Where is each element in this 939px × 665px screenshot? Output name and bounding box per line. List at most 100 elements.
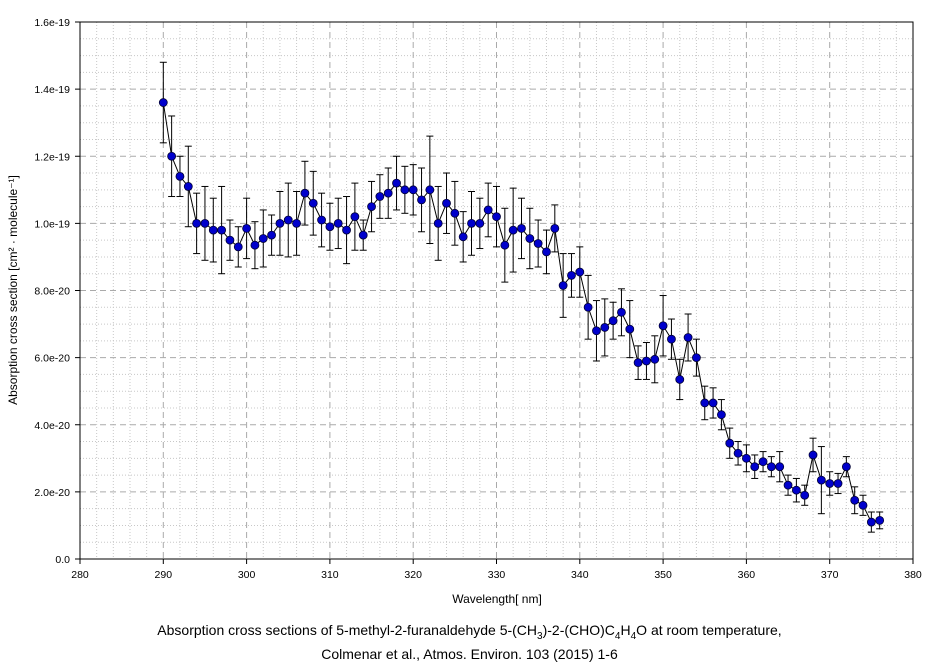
data-point (592, 326, 601, 336)
caption-line1-mid: )-2-(CHO)C (542, 622, 615, 638)
data-point (800, 490, 810, 500)
data-point (308, 198, 318, 208)
data-point (458, 232, 468, 242)
data-point (267, 230, 276, 240)
data-markers (158, 98, 885, 527)
data-point (283, 215, 293, 225)
y-tick-label: 8.0e-20 (34, 286, 70, 298)
data-point (358, 230, 368, 240)
data-point (258, 234, 268, 243)
data-point (683, 333, 693, 342)
caption-line1-suffix: O at room temperature, (636, 622, 782, 638)
x-tick-label: 330 (488, 569, 506, 581)
data-point (492, 212, 501, 222)
y-tick-label: 1.6e-19 (34, 17, 70, 29)
data-point (500, 240, 510, 250)
data-point (658, 321, 668, 331)
y-tick-label: 1.4e-19 (34, 84, 70, 96)
caption-line1-prefix: Absorption cross sections of 5-methyl-2-… (157, 622, 538, 638)
data-point (425, 185, 435, 195)
y-tick-label: 1.0e-19 (34, 218, 70, 230)
data-point (775, 462, 785, 472)
data-point (417, 195, 426, 205)
data-point (642, 356, 651, 366)
x-tick-label: 380 (904, 569, 922, 581)
x-axis: 280 290 300 310 320 330 340 350 360 370 380 (71, 559, 922, 581)
y-tick-label: 1.2e-19 (34, 151, 70, 163)
data-point (175, 171, 185, 181)
data-point (525, 234, 535, 243)
data-point (200, 218, 210, 228)
data-point (625, 324, 635, 334)
data-point (608, 316, 618, 326)
data-point (708, 398, 718, 408)
data-point (667, 334, 676, 344)
data-point (766, 462, 776, 472)
data-point (600, 323, 610, 332)
x-axis-title: Wavelength[ nm] (452, 592, 542, 606)
data-point (383, 188, 393, 198)
data-point (225, 235, 235, 245)
data-point (217, 225, 227, 235)
data-point (317, 215, 326, 225)
data-point (242, 224, 252, 233)
data-point (400, 185, 410, 195)
data-point (833, 479, 843, 488)
y-axis-title: Absorption cross section [cm² · molecule… (6, 175, 20, 405)
data-point (375, 192, 385, 201)
data-point (742, 453, 751, 463)
data-point (675, 375, 685, 384)
data-point (467, 218, 476, 228)
data-point (250, 240, 260, 250)
data-point (233, 242, 243, 252)
x-tick-label: 350 (654, 569, 672, 581)
caption-sub2: 4 (614, 630, 621, 642)
x-tick-label: 310 (321, 569, 339, 581)
data-point (475, 218, 485, 228)
y-tick-label: 2.0e-20 (34, 487, 70, 499)
figure-caption: Absorption cross sections of 5-methyl-2-… (0, 620, 939, 647)
data-point (550, 224, 560, 233)
caption-sub1: 3 (537, 630, 543, 642)
data-point (725, 438, 735, 448)
data-point (758, 457, 768, 467)
data-point (433, 218, 443, 228)
data-point (858, 500, 868, 510)
data-point (783, 480, 793, 490)
data-point (517, 224, 526, 233)
data-point (583, 302, 593, 312)
data-point (483, 205, 493, 215)
y-tick-label: 6.0e-20 (34, 353, 70, 365)
data-point (183, 182, 193, 191)
data-point (167, 151, 177, 161)
data-point (791, 485, 801, 495)
caption-line1-mid2: H (620, 622, 631, 638)
data-point (808, 450, 818, 460)
figure-caption-line2: Colmenar et al., Atmos. Environ. 103 (20… (0, 644, 939, 664)
data-point (825, 479, 835, 488)
y-tick-label: 4.0e-20 (34, 420, 70, 432)
data-point (633, 358, 643, 368)
data-point (442, 198, 451, 208)
data-point (850, 495, 860, 505)
x-tick-label: 300 (238, 569, 256, 581)
data-point (841, 462, 851, 472)
data-point (692, 353, 701, 363)
data-point (392, 178, 401, 188)
caption-line2: Colmenar et al., Atmos. Environ. 103 (20… (321, 646, 618, 662)
data-point (558, 281, 568, 290)
data-point (650, 354, 660, 364)
data-point (533, 239, 543, 248)
y-axis: 0.0 2.0e-20 4.0e-20 6.0e-20 8.0e-20 1.0e-19 1.… (34, 17, 80, 566)
major-grid (80, 22, 913, 559)
data-point (408, 185, 418, 195)
caption-sub3: 4 (630, 630, 637, 642)
x-tick-label: 360 (738, 569, 756, 581)
data-point (325, 222, 335, 232)
x-tick-label: 290 (155, 569, 173, 581)
data-point (342, 225, 351, 235)
data-point (617, 307, 626, 317)
data-point (508, 225, 518, 235)
data-point (700, 398, 710, 408)
